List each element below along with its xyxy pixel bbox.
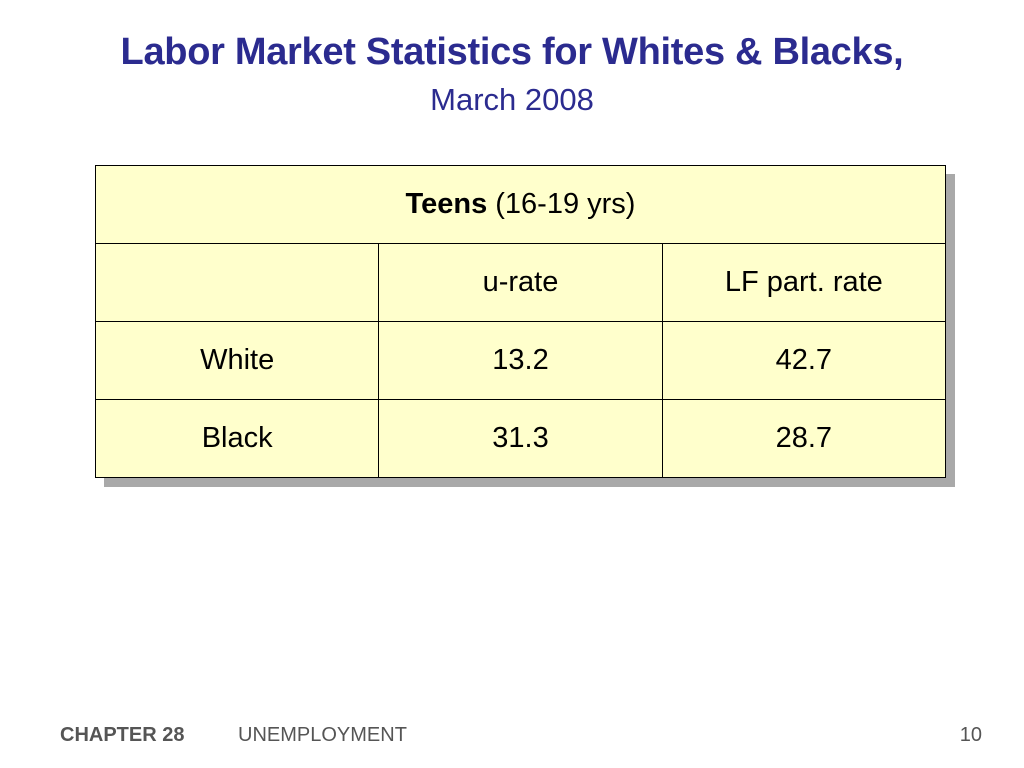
footer-topic: UNEMPLOYMENT: [238, 724, 407, 746]
header-cell-empty: [94, 243, 380, 322]
header-cell-u-rate: u-rate: [378, 243, 663, 322]
group-label-bold: Teens: [405, 188, 488, 220]
group-label-range: (16-19 yrs): [487, 188, 636, 220]
header-cell-lf-part-rate: LF part. rate: [661, 243, 947, 322]
row-label-white: White: [94, 321, 380, 400]
cell-white-u-rate: 13.2: [378, 321, 663, 400]
footer-chapter: CHAPTER 28: [60, 724, 185, 746]
table-group-header: Teens (16-19 yrs): [95, 165, 946, 244]
slide-title: Labor Market Statistics for Whites & Bla…: [120, 31, 904, 73]
cell-black-lf-part-rate: 28.7: [661, 399, 947, 478]
stats-table: Teens (16-19 yrs) u-rate LF part. rate W…: [94, 165, 947, 478]
row-label-black: Black: [94, 399, 380, 478]
table-row: Black 31.3 28.7: [94, 399, 947, 478]
stats-table-container: Teens (16-19 yrs) u-rate LF part. rate W…: [94, 165, 947, 478]
table-header-row: u-rate LF part. rate: [94, 243, 947, 322]
table-row: White 13.2 42.7: [94, 321, 947, 400]
table-group-row: Teens (16-19 yrs): [95, 165, 946, 244]
cell-black-u-rate: 31.3: [378, 399, 663, 478]
footer-page-number: 10: [959, 724, 982, 746]
slide-subtitle: March 2008: [430, 82, 594, 117]
cell-white-lf-part-rate: 42.7: [661, 321, 947, 400]
